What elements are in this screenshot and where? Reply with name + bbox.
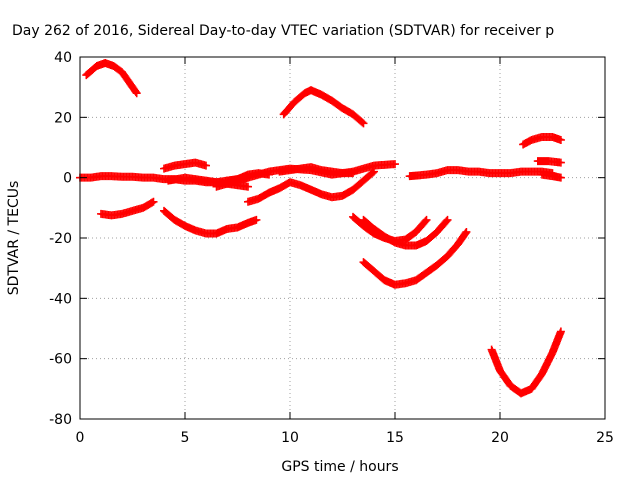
x-tick-label: 15 — [386, 430, 404, 446]
x-axis-label: GPS time / hours — [281, 459, 398, 475]
data-track — [244, 167, 378, 206]
data-track — [160, 158, 210, 173]
data-marks — [76, 59, 565, 398]
data-track — [97, 197, 158, 220]
x-tick-label: 25 — [596, 430, 614, 446]
data-point — [370, 167, 378, 176]
data-point — [556, 327, 565, 336]
data-point — [443, 215, 452, 224]
data-point — [556, 158, 565, 167]
ticks: 0 5 10 15 20 25 -80 -60 -40 -20 0 20 40 — [49, 50, 614, 446]
x-tick-label: 0 — [76, 430, 85, 446]
data-point — [422, 215, 431, 224]
data-track — [533, 157, 565, 167]
y-tick-label: 40 — [54, 50, 72, 66]
data-point — [202, 161, 210, 170]
x-tick-label: 5 — [181, 430, 190, 446]
data-point — [132, 89, 141, 98]
data-point — [131, 87, 140, 96]
y-tick-label: 0 — [63, 171, 72, 187]
y-tick-label: -60 — [49, 352, 72, 368]
y-tick-label: -20 — [49, 231, 72, 247]
data-point — [391, 160, 399, 169]
data-point — [349, 169, 357, 178]
y-tick-label: 20 — [54, 110, 72, 126]
data-track — [160, 206, 261, 238]
data-track — [223, 169, 273, 185]
data-track — [519, 132, 565, 149]
data-track — [82, 59, 141, 98]
data-point — [265, 170, 273, 179]
data-point — [556, 173, 565, 182]
data-point — [149, 197, 158, 206]
x-tick-label: 10 — [281, 430, 299, 446]
data-point — [461, 229, 470, 238]
data-track — [275, 163, 357, 178]
data-point — [462, 227, 471, 236]
data-point — [244, 182, 252, 191]
data-track — [538, 170, 565, 182]
data-point — [421, 217, 430, 226]
chart-title: Day 262 of 2016, Sidereal Day-to-day VTE… — [12, 23, 554, 39]
data-point — [556, 135, 565, 144]
data-point — [368, 168, 377, 177]
y-tick-label: -80 — [49, 412, 72, 428]
x-tick-label: 20 — [491, 430, 509, 446]
data-track — [359, 215, 452, 250]
y-axis-label: SDTVAR / TECUs — [6, 181, 22, 296]
data-point — [359, 119, 368, 128]
data-track — [359, 227, 471, 289]
y-tick-label: -40 — [49, 291, 72, 307]
data-point — [442, 217, 451, 226]
data-point — [252, 215, 261, 224]
data-track — [279, 86, 368, 128]
data-point — [358, 118, 367, 127]
data-track — [487, 327, 565, 398]
data-track — [405, 166, 557, 181]
